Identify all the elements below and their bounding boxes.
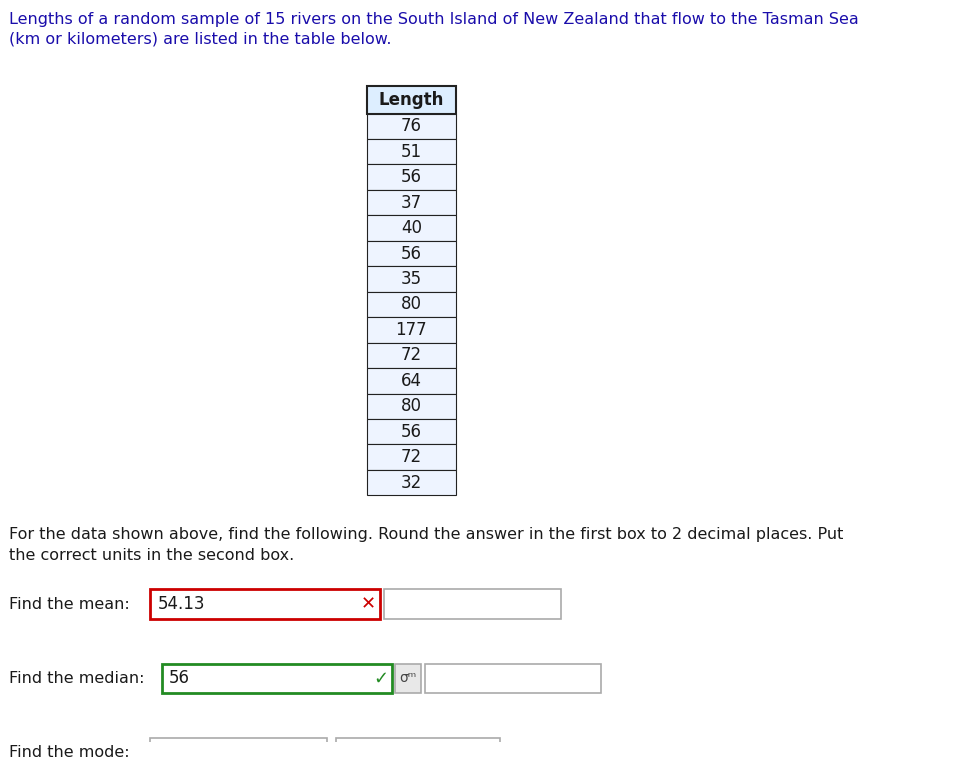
- Text: Lengths of a random sample of 15 rivers on the South Island of New Zealand that : Lengths of a random sample of 15 rivers …: [9, 11, 859, 27]
- Text: 56: 56: [169, 669, 190, 688]
- Text: 56: 56: [401, 423, 422, 440]
- Text: 51: 51: [401, 143, 422, 161]
- FancyBboxPatch shape: [367, 86, 455, 114]
- FancyBboxPatch shape: [367, 343, 455, 368]
- FancyBboxPatch shape: [367, 317, 455, 343]
- Text: 32: 32: [401, 474, 422, 492]
- FancyBboxPatch shape: [367, 444, 455, 470]
- Text: 40: 40: [401, 219, 422, 237]
- FancyBboxPatch shape: [367, 139, 455, 164]
- FancyBboxPatch shape: [367, 368, 455, 393]
- FancyBboxPatch shape: [367, 419, 455, 444]
- FancyBboxPatch shape: [367, 241, 455, 266]
- Text: Find the mean:: Find the mean:: [9, 597, 130, 612]
- Text: the correct units in the second box.: the correct units in the second box.: [9, 548, 294, 563]
- Text: 56: 56: [401, 168, 422, 186]
- FancyBboxPatch shape: [367, 292, 455, 317]
- FancyBboxPatch shape: [150, 589, 380, 619]
- Text: Find the mode:: Find the mode:: [9, 745, 129, 758]
- FancyBboxPatch shape: [367, 114, 455, 139]
- FancyBboxPatch shape: [367, 164, 455, 190]
- FancyBboxPatch shape: [150, 738, 327, 758]
- Text: Length: Length: [378, 91, 444, 109]
- Text: σᵐ: σᵐ: [399, 672, 416, 685]
- Text: ✓: ✓: [374, 669, 389, 688]
- Text: 37: 37: [401, 193, 422, 211]
- FancyBboxPatch shape: [425, 664, 602, 693]
- Text: ✕: ✕: [360, 595, 376, 613]
- Text: (km or kilometers) are listed in the table below.: (km or kilometers) are listed in the tab…: [9, 31, 391, 46]
- Text: 54.13: 54.13: [158, 595, 205, 613]
- FancyBboxPatch shape: [384, 589, 560, 619]
- FancyBboxPatch shape: [395, 664, 421, 693]
- FancyBboxPatch shape: [367, 470, 455, 495]
- Text: 64: 64: [401, 372, 422, 390]
- FancyBboxPatch shape: [367, 393, 455, 419]
- Text: 35: 35: [401, 270, 422, 288]
- Text: For the data shown above, find the following. Round the answer in the first box : For the data shown above, find the follo…: [9, 527, 844, 542]
- FancyBboxPatch shape: [336, 738, 500, 758]
- Text: 76: 76: [401, 117, 422, 135]
- Text: 56: 56: [401, 245, 422, 262]
- Text: 80: 80: [401, 397, 422, 415]
- Text: 80: 80: [401, 296, 422, 314]
- FancyBboxPatch shape: [367, 215, 455, 241]
- Text: 72: 72: [401, 448, 422, 466]
- FancyBboxPatch shape: [367, 190, 455, 215]
- Text: Find the median:: Find the median:: [9, 671, 144, 686]
- Text: 177: 177: [396, 321, 428, 339]
- Text: 72: 72: [401, 346, 422, 365]
- FancyBboxPatch shape: [162, 664, 392, 693]
- FancyBboxPatch shape: [367, 266, 455, 292]
